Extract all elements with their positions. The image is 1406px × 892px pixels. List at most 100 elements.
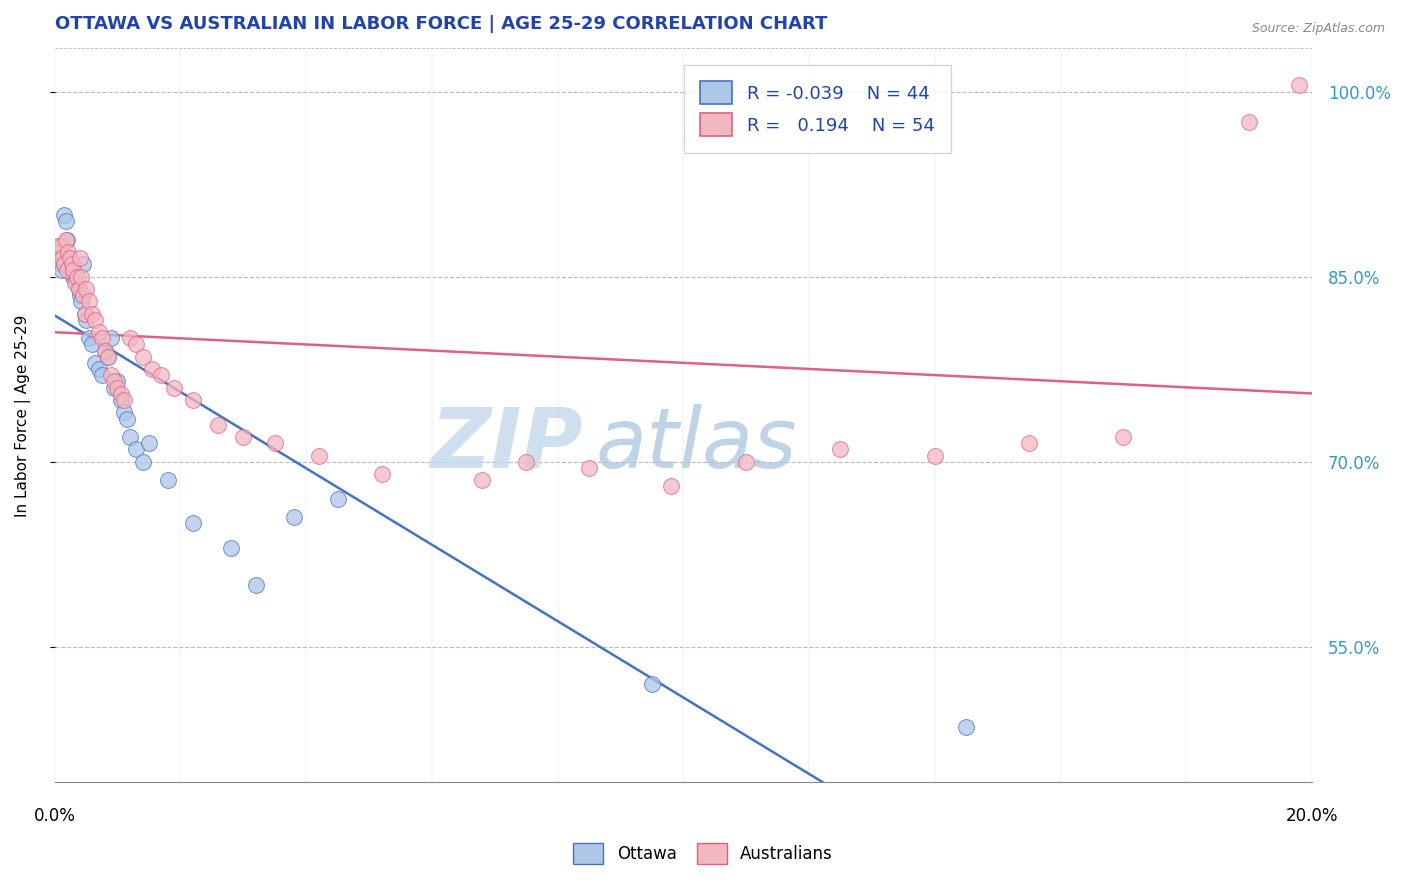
- Point: [87, 325, 110, 339]
- Point: [100, 331, 122, 345]
- Point: [107, 375, 129, 389]
- Point: [131, 455, 153, 469]
- Text: 20.0%: 20.0%: [1285, 807, 1339, 825]
- Point: [55, 214, 77, 228]
- Point: [131, 350, 153, 364]
- Point: [141, 362, 163, 376]
- Text: atlas: atlas: [595, 404, 797, 485]
- Point: [97, 350, 120, 364]
- Point: [103, 381, 125, 395]
- Point: [232, 430, 254, 444]
- Point: [94, 343, 117, 358]
- Point: [55, 233, 77, 247]
- Point: [75, 313, 97, 327]
- Point: [53, 257, 76, 271]
- Point: [326, 491, 349, 506]
- Point: [94, 343, 117, 358]
- Point: [370, 467, 392, 481]
- Point: [219, 541, 242, 555]
- Point: [308, 449, 330, 463]
- Text: Source: ZipAtlas.com: Source: ZipAtlas.com: [1251, 22, 1385, 36]
- Y-axis label: In Labor Force | Age 25-29: In Labor Force | Age 25-29: [15, 314, 31, 516]
- Point: [103, 375, 125, 389]
- Point: [73, 307, 96, 321]
- Point: [70, 294, 93, 309]
- Point: [138, 436, 160, 450]
- Point: [58, 251, 80, 265]
- Point: [49, 239, 72, 253]
- Point: [56, 233, 79, 247]
- Point: [90, 331, 112, 345]
- Point: [112, 392, 135, 407]
- Point: [69, 251, 91, 265]
- Point: [67, 282, 90, 296]
- Point: [578, 460, 600, 475]
- Point: [63, 269, 86, 284]
- Point: [110, 392, 132, 407]
- Point: [82, 307, 104, 321]
- Point: [46, 244, 69, 259]
- Point: [48, 251, 70, 265]
- Point: [830, 442, 852, 457]
- Point: [112, 405, 135, 419]
- Point: [51, 263, 73, 277]
- Point: [72, 288, 94, 302]
- Point: [97, 350, 120, 364]
- Point: [735, 455, 758, 469]
- Point: [107, 381, 129, 395]
- Point: [1018, 436, 1040, 450]
- Point: [65, 276, 87, 290]
- Point: [84, 313, 107, 327]
- Point: [60, 257, 83, 271]
- Point: [75, 282, 97, 296]
- Point: [955, 720, 977, 734]
- Point: [125, 442, 148, 457]
- Point: [924, 449, 946, 463]
- Point: [70, 269, 93, 284]
- Point: [62, 263, 84, 277]
- Point: [65, 269, 87, 284]
- Point: [120, 331, 142, 345]
- Legend: R = -0.039    N = 44, R =   0.194    N = 54: R = -0.039 N = 44, R = 0.194 N = 54: [683, 65, 950, 153]
- Point: [1112, 430, 1135, 444]
- Point: [515, 455, 537, 469]
- Point: [60, 263, 83, 277]
- Text: OTTAWA VS AUSTRALIAN IN LABOR FORCE | AGE 25-29 CORRELATION CHART: OTTAWA VS AUSTRALIAN IN LABOR FORCE | AG…: [55, 15, 827, 33]
- Point: [120, 430, 142, 444]
- Point: [48, 244, 70, 259]
- Point: [283, 510, 305, 524]
- Point: [82, 337, 104, 351]
- Point: [59, 251, 82, 265]
- Point: [90, 368, 112, 383]
- Point: [471, 473, 494, 487]
- Legend: Ottawa, Australians: Ottawa, Australians: [567, 837, 839, 871]
- Point: [110, 387, 132, 401]
- Point: [1288, 78, 1310, 93]
- Point: [125, 337, 148, 351]
- Point: [87, 362, 110, 376]
- Point: [72, 257, 94, 271]
- Point: [150, 368, 173, 383]
- Point: [67, 282, 90, 296]
- Point: [63, 276, 86, 290]
- Point: [207, 417, 229, 432]
- Text: ZIP: ZIP: [430, 404, 582, 485]
- Point: [181, 516, 204, 531]
- Point: [56, 263, 79, 277]
- Point: [77, 331, 100, 345]
- Point: [62, 269, 84, 284]
- Point: [245, 578, 267, 592]
- Point: [53, 208, 76, 222]
- Point: [115, 411, 138, 425]
- Point: [1237, 115, 1260, 129]
- Point: [69, 288, 91, 302]
- Point: [49, 257, 72, 271]
- Point: [51, 251, 73, 265]
- Point: [100, 368, 122, 383]
- Point: [263, 436, 285, 450]
- Point: [58, 244, 80, 259]
- Point: [77, 294, 100, 309]
- Point: [659, 479, 682, 493]
- Point: [181, 392, 204, 407]
- Point: [84, 356, 107, 370]
